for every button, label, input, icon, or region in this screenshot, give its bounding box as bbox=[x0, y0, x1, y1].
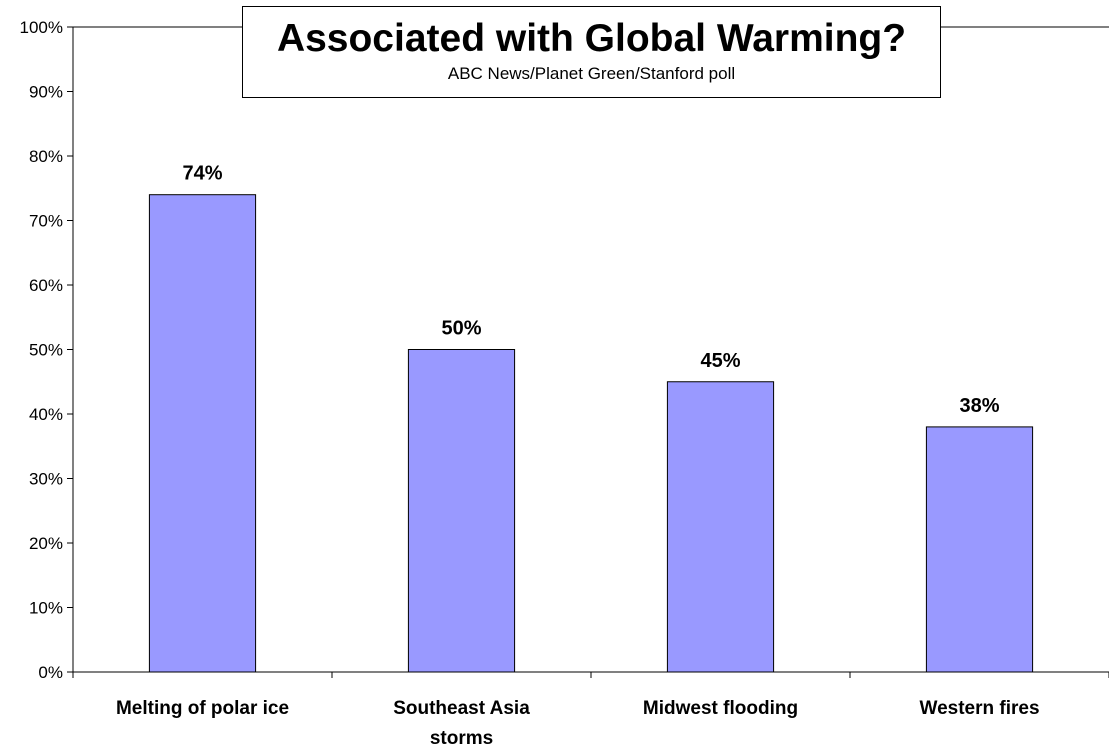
y-tick-label: 80% bbox=[29, 147, 63, 166]
y-tick-label: 100% bbox=[20, 18, 63, 37]
data-label: 45% bbox=[700, 350, 740, 372]
y-tick-label: 50% bbox=[29, 341, 63, 360]
chart-labels: 0% 10% 20% 30% 40% 50% 60% 70% 80% 90% 100% 74% Melt… bbox=[20, 18, 1040, 746]
x-category-label: Western fires bbox=[919, 698, 1039, 719]
bar bbox=[407, 349, 516, 673]
y-tick-label: 30% bbox=[29, 470, 63, 489]
data-label: 74% bbox=[182, 163, 222, 185]
x-category-label: Midwest flooding bbox=[643, 698, 798, 719]
y-tick-label: 40% bbox=[29, 405, 63, 424]
bar bbox=[925, 426, 1034, 673]
chart-bars bbox=[148, 194, 1034, 673]
y-tick-label: 20% bbox=[29, 534, 63, 553]
x-category-label: Melting of polar ice bbox=[116, 698, 289, 719]
y-tick-label: 70% bbox=[29, 212, 63, 231]
x-category-label: Southeast Asia storms bbox=[393, 698, 530, 746]
y-tick-label: 10% bbox=[29, 599, 63, 618]
chart-subtitle: ABC News/Planet Green/Stanford poll bbox=[447, 64, 736, 83]
y-tick-label: 60% bbox=[29, 276, 63, 295]
bar bbox=[148, 194, 257, 673]
chart-title-box: Associated with Global Warming? ABC News… bbox=[242, 6, 941, 98]
data-label: 50% bbox=[441, 318, 481, 340]
y-tick-label: 90% bbox=[29, 83, 63, 102]
data-label: 38% bbox=[959, 395, 999, 417]
bar bbox=[666, 381, 775, 673]
y-tick-label: 0% bbox=[38, 663, 63, 682]
chart-title: Associated with Global Warming? bbox=[276, 17, 907, 60]
